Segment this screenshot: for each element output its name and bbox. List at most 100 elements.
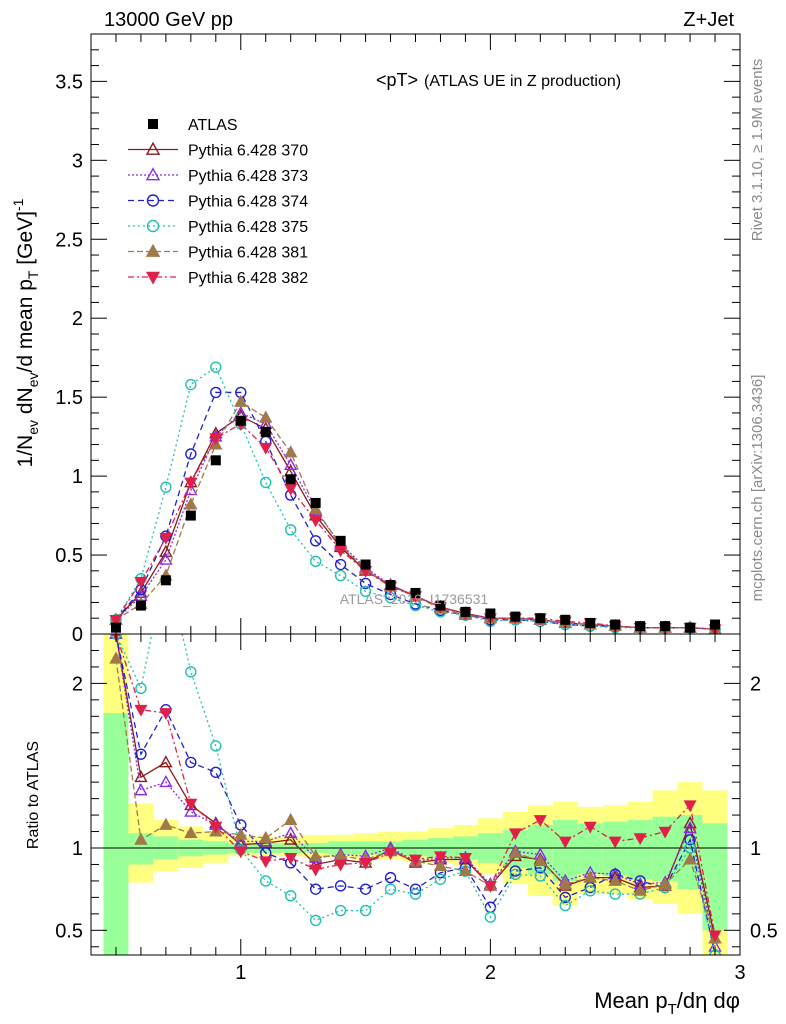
- data-point-atlas: [210, 455, 221, 466]
- ratio-point-pythia-6-428-382: [658, 826, 672, 839]
- ratio-point-pythia-6-428-373: [134, 783, 148, 796]
- y-tick-label-main: 3: [72, 150, 83, 172]
- ratio-point-pythia-6-428-375: [309, 914, 322, 927]
- svg-text:ATLAS: ATLAS: [188, 117, 238, 134]
- ratio-point-pythia-6-428-381: [109, 651, 123, 664]
- ratio-point-pythia-6-428-382: [234, 846, 248, 859]
- ratio-point-pythia-6-428-381: [234, 827, 248, 840]
- ratio-point-pythia-6-428-381: [159, 817, 173, 830]
- y-axis-label-main: 1/Nev dNev/d mean pT [GeV]-1: [10, 198, 41, 467]
- ratio-point-pythia-6-428-373: [683, 821, 697, 834]
- data-point-atlas: [535, 613, 546, 624]
- svg-text:Pythia 6.428 374: Pythia 6.428 374: [188, 194, 308, 211]
- data-point-atlas: [410, 587, 421, 598]
- data-point-pythia-6-428-381: [259, 410, 273, 423]
- ratio-point-pythia-6-428-375: [409, 888, 422, 900]
- data-point-atlas: [510, 611, 521, 622]
- y-tick-label-main: 1.5: [55, 387, 83, 409]
- ratio-point-pythia-6-428-382: [209, 821, 223, 834]
- x-tick-label: 1: [235, 962, 246, 984]
- data-point-atlas: [435, 600, 446, 611]
- ratio-point-pythia-6-428-382: [408, 854, 423, 867]
- data-point-atlas: [310, 497, 321, 508]
- ratio-line-pythia-6-428-374: [115, 634, 716, 955]
- ratio-band-inner: [702, 823, 728, 931]
- ratio-point-pythia-6-428-381: [134, 832, 148, 845]
- ratio-point-pythia-6-428-382: [384, 848, 398, 860]
- data-point-pythia-6-428-375: [210, 361, 222, 373]
- data-point-pythia-6-428-382: [284, 483, 298, 496]
- ratio-point-pythia-6-428-381: [583, 870, 597, 883]
- y-tick-label-main: 2.5: [55, 229, 83, 251]
- ratio-point-pythia-6-428-381: [658, 877, 672, 890]
- data-point-pythia-6-428-382: [209, 433, 223, 446]
- ratio-point-pythia-6-428-375: [384, 883, 397, 895]
- svg-text:Pythia 6.428 370: Pythia 6.428 370: [188, 143, 308, 160]
- ratio-point-pythia-6-428-374: [509, 865, 522, 877]
- data-point-pythia-6-428-375: [160, 481, 172, 493]
- legend-entry-pythia-6-428-370: Pythia 6.428 370: [128, 141, 308, 160]
- ratio-point-pythia-6-428-373: [284, 825, 298, 839]
- ratio-point-pythia-6-428-382: [359, 857, 373, 870]
- ratio-point-pythia-6-428-382: [159, 708, 173, 721]
- ratio-band-inner: [627, 820, 653, 880]
- plot-subtitle: (ATLAS UE in Z production): [424, 73, 621, 90]
- ratio-point-pythia-6-428-373: [234, 834, 248, 847]
- data-point-pythia-6-428-381: [308, 502, 323, 515]
- ratio-point-pythia-6-428-374: [359, 883, 372, 895]
- ratio-point-pythia-6-428-381: [633, 883, 647, 896]
- ratio-point-pythia-6-428-381: [458, 863, 473, 876]
- ratio-point-pythia-6-428-374: [210, 766, 222, 778]
- ratio-series-layer: [109, 634, 722, 955]
- data-point-pythia-6-428-374: [334, 558, 347, 571]
- svg-text:Pythia 6.428 373: Pythia 6.428 373: [188, 168, 308, 185]
- ratio-point-pythia-6-428-375: [609, 888, 621, 900]
- ratio-point-pythia-6-428-382: [483, 881, 497, 893]
- y-tick-label-main: 0: [72, 624, 83, 646]
- data-point-pythia-6-428-381: [184, 497, 198, 510]
- y-tick-label-ratio-right: 2: [750, 673, 761, 695]
- svg-text:1/Nev dNev/d mean pT [GeV]-1: 1/Nev dNev/d mean pT [GeV]-1: [10, 198, 41, 467]
- x-axis-label: Mean pT/dη dφ: [594, 988, 740, 1018]
- data-point-atlas: [460, 606, 471, 617]
- ratio-point-pythia-6-428-375: [359, 904, 372, 917]
- ratio-point-pythia-6-428-382: [608, 836, 622, 849]
- data-point-pythia-6-428-381: [234, 394, 248, 407]
- ratio-point-pythia-6-428-381: [308, 849, 323, 862]
- ratio-point-pythia-6-428-375: [210, 740, 222, 752]
- ratio-point-pythia-6-428-374: [135, 748, 147, 760]
- x-tick-label: 3: [734, 962, 745, 984]
- ratio-point-pythia-6-428-373: [184, 804, 198, 817]
- ratio-point-pythia-6-428-381: [184, 825, 198, 839]
- ratio-band-inner: [103, 713, 129, 955]
- data-point-pythia-6-428-374: [309, 535, 322, 547]
- data-point-pythia-6-428-382: [134, 577, 148, 589]
- ratio-point-pythia-6-428-375: [484, 911, 497, 923]
- ratio-point-pythia-6-428-370: [284, 832, 298, 845]
- ratio-point-pythia-6-428-375: [135, 682, 147, 695]
- data-point-atlas: [385, 580, 396, 591]
- ratio-point-pythia-6-428-382: [583, 821, 597, 834]
- ratio-point-pythia-6-428-375: [584, 885, 596, 897]
- ratio-point-pythia-6-428-375: [334, 904, 347, 917]
- ratio-band-inner: [652, 816, 678, 881]
- ratio-point-pythia-6-428-382: [633, 833, 647, 846]
- y-tick-label-ratio-right: 1: [750, 838, 761, 860]
- data-point-pythia-6-428-370: [159, 544, 173, 557]
- y-tick-label-main: 1: [72, 466, 83, 488]
- data-point-atlas: [260, 426, 271, 437]
- plot-title: <pT>: [376, 70, 418, 90]
- data-point-pythia-6-428-375: [284, 524, 297, 536]
- ratio-point-pythia-6-428-381: [558, 877, 572, 890]
- data-point-pythia-6-428-382: [259, 442, 273, 455]
- data-point-pythia-6-428-373: [159, 552, 173, 565]
- ratio-point-pythia-6-428-374: [559, 891, 571, 904]
- data-point-atlas: [285, 474, 296, 485]
- ratio-line-pythia-6-428-373: [115, 634, 716, 947]
- ratio-point-pythia-6-428-382: [533, 815, 547, 828]
- ratio-point-pythia-6-428-374: [384, 871, 397, 884]
- ratio-point-pythia-6-428-375: [534, 870, 547, 882]
- data-point-pythia-6-428-382: [334, 545, 348, 558]
